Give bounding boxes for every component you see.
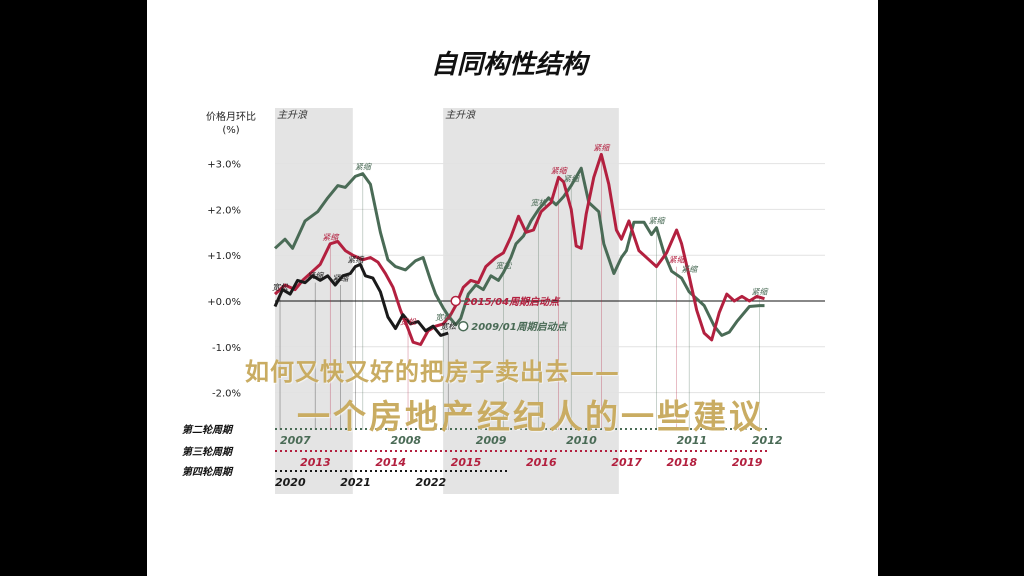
start-point-marker bbox=[450, 295, 461, 307]
y-tick-label: +1.0% bbox=[207, 251, 241, 262]
timeline-year-label: 2010 bbox=[566, 434, 597, 447]
timeline-year-label: 2022 bbox=[416, 476, 447, 489]
annotation-label: 紧缩 bbox=[355, 163, 373, 172]
timeline-year-label: 2018 bbox=[667, 456, 698, 469]
annotation-label: 紧缩 bbox=[593, 143, 611, 152]
timeline-year-label: 2021 bbox=[340, 476, 371, 489]
slide: 自同构性结构 主升浪 主升浪 +3.0% +2.0% +1.0% +0.0% -1.0% -2… bbox=[147, 0, 878, 576]
shaded-region-label: 主升浪 bbox=[445, 109, 476, 121]
annotation-label: 紧缩 bbox=[551, 166, 569, 175]
annotation-label: 宽松 bbox=[272, 283, 289, 292]
y-axis-label: 价格月环比 bbox=[206, 110, 256, 123]
annotation-label: 宽松 bbox=[440, 322, 457, 331]
timeline-year-label: 2013 bbox=[300, 456, 331, 469]
timeline-year-label: 2017 bbox=[611, 456, 642, 469]
timeline-label: 第三轮周期 bbox=[182, 446, 234, 458]
start-point-label: 2009/01周期启动点 bbox=[471, 321, 568, 333]
chart-svg: 主升浪 主升浪 +3.0% +2.0% +1.0% +0.0% -1.0% -2.0% 价格月环… bbox=[182, 108, 825, 494]
overlay-subheadline: 一个房地产经纪人的一些建议 bbox=[297, 397, 765, 436]
timeline-label: 第二轮周期 bbox=[182, 424, 234, 436]
timeline-year-label: 2008 bbox=[390, 434, 421, 447]
timeline-year-label: 2011 bbox=[677, 434, 708, 447]
timeline-year-label: 2009 bbox=[476, 434, 507, 447]
annotation-label: 宽松 bbox=[531, 198, 548, 207]
y-tick-label: -2.0% bbox=[212, 389, 241, 400]
annotation-label: 宽松 bbox=[400, 317, 417, 326]
annotation-label: 紧缩 bbox=[332, 274, 350, 283]
start-point-label: 2015/04周期启动点 bbox=[464, 296, 561, 308]
timeline-year-label: 2016 bbox=[526, 456, 557, 469]
annotation-label: 紧缩 bbox=[681, 265, 699, 274]
timeline-year-label: 2007 bbox=[280, 434, 311, 447]
series-line-green bbox=[273, 166, 765, 337]
y-axis-unit: (%) bbox=[222, 125, 239, 136]
y-tick-label: +3.0% bbox=[207, 160, 241, 171]
timeline-year-label: 2019 bbox=[732, 456, 763, 469]
chart-title: 自同构性结构 bbox=[431, 50, 588, 80]
annotation-label: 紧缩 bbox=[307, 272, 325, 281]
annotation-label: 紧缩 bbox=[669, 256, 687, 265]
timeline-year-label: 2014 bbox=[375, 456, 406, 469]
timeline-year-label: 2012 bbox=[752, 434, 783, 447]
series-line-black bbox=[273, 262, 449, 337]
annotation-label: 紧缩 bbox=[563, 175, 581, 184]
timeline-label: 第四轮周期 bbox=[182, 466, 234, 478]
y-tick-label: -1.0% bbox=[212, 343, 241, 354]
overlay-headline: 如何又快又好的把房子卖出去—— bbox=[245, 358, 620, 386]
timeline-year-label: 2020 bbox=[275, 476, 306, 489]
timeline-year-label: 2015 bbox=[451, 456, 482, 469]
annotation-label: 紧缩 bbox=[322, 233, 340, 242]
annotation-label: 宽松 bbox=[495, 262, 512, 271]
annotation-label: 宽松 bbox=[435, 313, 452, 322]
y-tick-label: +2.0% bbox=[207, 205, 241, 216]
annotation-label: 紧缩 bbox=[347, 256, 365, 265]
y-tick-label: +0.0% bbox=[207, 297, 241, 308]
annotation-label: 紧缩 bbox=[649, 217, 667, 226]
start-point-marker bbox=[458, 320, 469, 332]
series-line-red bbox=[273, 152, 765, 346]
shaded-region-label: 主升浪 bbox=[277, 109, 308, 121]
annotation-label: 紧缩 bbox=[751, 288, 769, 297]
